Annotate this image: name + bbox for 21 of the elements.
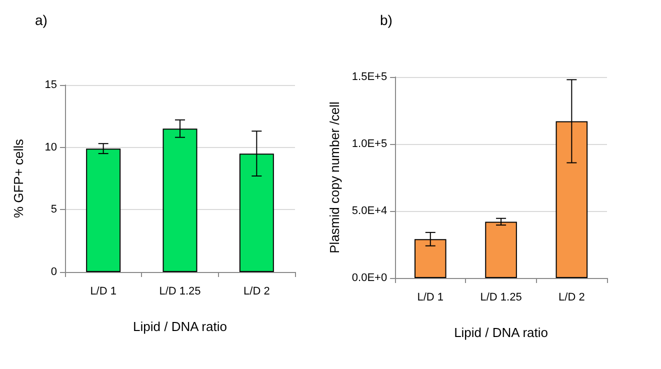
y-tick-label: 15: [44, 79, 57, 91]
y-tick-label: 1.0E+5: [352, 138, 388, 150]
y-tick-label: 1.5E+5: [352, 71, 388, 83]
chart-title: b): [380, 12, 392, 28]
y-tick-label: 0.0E+0: [352, 272, 388, 284]
y-axis-title: % GFP+ cells: [11, 138, 26, 218]
y-tick-label: 10: [44, 141, 57, 154]
x-tick-label: L/D 1.25: [159, 286, 201, 298]
x-tick-label: L/D 1.25: [480, 292, 522, 304]
bar: [485, 222, 517, 278]
x-tick-label: L/D 1: [90, 286, 116, 298]
y-tick-label: 5.0E+4: [352, 205, 388, 217]
x-axis-title: Lipid / DNA ratio: [133, 319, 227, 334]
y-tick-label: 0: [50, 266, 57, 278]
y-axis-title: Plasmid copy number /cell: [327, 102, 342, 254]
x-tick-label: L/D 2: [244, 286, 270, 298]
x-axis-title: Lipid / DNA ratio: [454, 325, 548, 340]
y-tick-label: 5: [50, 204, 57, 216]
chart-title: a): [35, 12, 48, 28]
x-tick-label: L/D 2: [558, 292, 585, 304]
x-tick-label: L/D 1: [417, 292, 444, 304]
